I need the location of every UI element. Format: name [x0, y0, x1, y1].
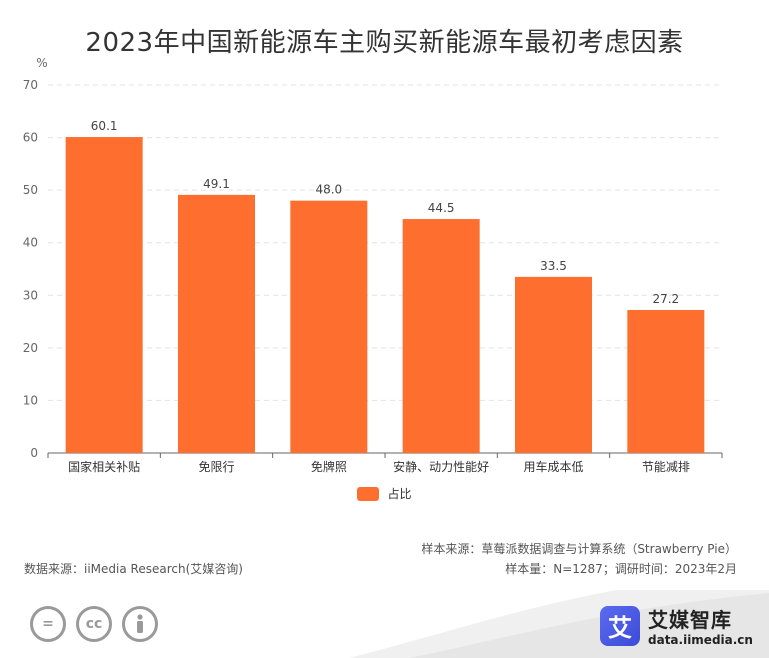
x-category-label: 节能减排: [642, 460, 690, 474]
bar: [402, 219, 480, 453]
cc-icon: cc: [76, 606, 112, 642]
x-category-label: 安静、动力性能好: [393, 459, 489, 474]
x-category-label: 国家相关补贴: [68, 459, 140, 474]
y-tick-label: 50: [23, 183, 38, 197]
bar: [515, 276, 592, 453]
x-category-label: 用车成本低: [523, 459, 583, 474]
legend-swatch: [357, 486, 380, 501]
data-source: 数据来源：iiMedia Research(艾媒咨询): [24, 562, 243, 576]
equals-icon: =: [30, 606, 66, 642]
brand-name: 艾媒智库: [648, 608, 732, 632]
y-tick-label: 30: [23, 288, 38, 302]
data-label: 49.1: [203, 177, 230, 191]
license-icons: = cc: [30, 606, 158, 642]
data-label: 60.1: [91, 119, 118, 133]
y-tick-label: 10: [23, 393, 38, 407]
data-label: 33.5: [540, 259, 567, 273]
data-label: 44.5: [428, 201, 455, 215]
bar: [627, 310, 705, 453]
brand-url: data.iimedia.cn: [648, 633, 753, 647]
legend-label: 占比: [387, 487, 412, 501]
bar: [65, 137, 143, 453]
legend[interactable]: 占比: [0, 485, 769, 502]
brand-logo-icon: 艾: [600, 605, 640, 646]
bar: [290, 200, 368, 453]
chart-title: 2023年中国新能源车主购买新能源车最初考虑因素: [85, 28, 684, 58]
y-tick-label: 70: [23, 78, 38, 92]
bar-chart: % 0 10 20 30 40 50 60 70 60.1 国家相关补贴 49.1 免限行 48.0 免牌照…: [23, 56, 723, 474]
data-label: 27.2: [652, 292, 679, 306]
bar: [178, 194, 255, 454]
x-category-label: 免限行: [198, 459, 234, 474]
data-label: 48.0: [315, 183, 342, 197]
brand: 艾 艾媒智库 data.iimedia.cn: [600, 604, 753, 647]
x-category-label: 免牌照: [311, 459, 347, 474]
sample-size: 样本量：N=1287；调研时间：2023年2月: [505, 562, 737, 576]
decorative-wave: [0, 590, 769, 658]
sample-source: 样本来源：草莓派数据调查与计算系统（Strawberry Pie）: [421, 542, 737, 556]
y-tick-label: 60: [23, 131, 38, 145]
y-tick-label: 0: [30, 446, 38, 460]
y-tick-label: 40: [23, 236, 38, 250]
y-unit-label: %: [36, 56, 47, 70]
y-tick-label: 20: [23, 341, 38, 355]
person-icon: [122, 606, 158, 642]
